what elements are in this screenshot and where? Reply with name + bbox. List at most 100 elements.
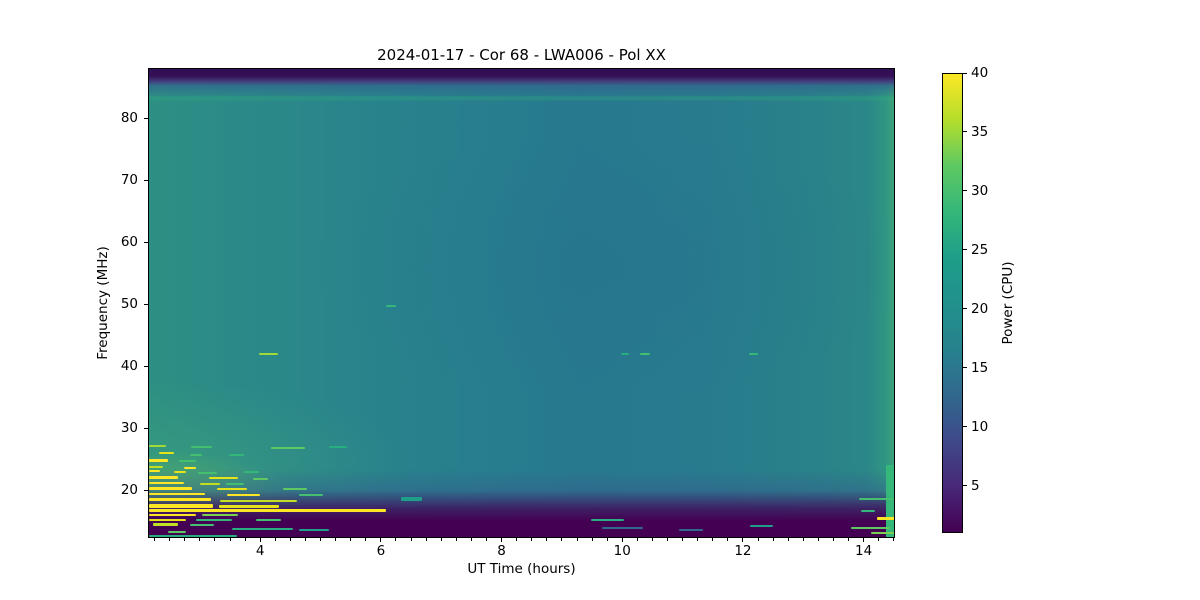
colorbar-tick-mark xyxy=(963,190,967,192)
colorbar-tick-label: 35 xyxy=(971,123,989,140)
y-tick-label: 50 xyxy=(120,296,138,313)
x-minor-tick-mark xyxy=(531,538,533,541)
rfi-streak xyxy=(282,488,308,491)
rfi-streak xyxy=(386,304,397,307)
colorbar-tick-label: 25 xyxy=(971,241,989,258)
x-minor-tick-mark xyxy=(682,538,684,541)
rfi-streak xyxy=(639,353,651,356)
x-tick-mark xyxy=(501,538,503,542)
x-minor-tick-mark xyxy=(199,538,201,541)
x-tick-label: 4 xyxy=(255,543,265,559)
rfi-streak xyxy=(149,534,238,537)
rfi-streak xyxy=(870,532,894,535)
rfi-streak xyxy=(256,518,281,521)
x-minor-tick-mark xyxy=(395,538,397,541)
rfi-streak xyxy=(244,471,259,474)
x-minor-tick-mark xyxy=(244,538,246,541)
x-tick-label: 10 xyxy=(613,543,631,559)
rfi-streak xyxy=(183,466,197,469)
rfi-streak xyxy=(226,483,245,486)
y-tick-mark xyxy=(144,117,148,119)
x-minor-tick-mark xyxy=(712,538,714,541)
heatmap-image xyxy=(149,69,894,537)
x-minor-tick-mark xyxy=(214,538,216,541)
y-tick-mark xyxy=(144,241,148,243)
rfi-streak xyxy=(328,446,347,449)
x-tick-label: 12 xyxy=(734,543,752,559)
x-minor-tick-mark xyxy=(455,538,457,541)
x-minor-tick-mark xyxy=(274,538,276,541)
y-tick-label: 70 xyxy=(120,172,138,189)
rfi-streaks-layer xyxy=(149,69,894,537)
colorbar-tick-mark xyxy=(963,131,967,133)
x-minor-tick-mark xyxy=(410,538,412,541)
x-minor-tick-mark xyxy=(289,538,291,541)
x-minor-tick-mark xyxy=(772,538,774,541)
rfi-streak xyxy=(149,444,166,447)
x-tick-mark xyxy=(742,538,744,542)
y-tick-mark xyxy=(144,427,148,429)
colorbar-gradient xyxy=(943,74,962,532)
colorbar-tick-mark xyxy=(963,249,967,251)
colorbar-tick-mark xyxy=(963,308,967,310)
x-minor-tick-mark xyxy=(470,538,472,541)
x-minor-tick-mark xyxy=(304,538,306,541)
rfi-streak xyxy=(209,477,239,480)
rfi-streak xyxy=(149,518,187,521)
x-minor-tick-mark xyxy=(365,538,367,541)
rfi-streak xyxy=(749,524,773,527)
x-minor-tick-mark xyxy=(154,538,156,541)
x-minor-tick-mark xyxy=(516,538,518,541)
x-minor-tick-mark xyxy=(757,538,759,541)
rfi-streak xyxy=(748,353,758,356)
x-minor-tick-mark xyxy=(802,538,804,541)
colorbar-tick-mark xyxy=(963,367,967,369)
x-minor-tick-mark xyxy=(893,538,895,541)
x-minor-tick-mark xyxy=(184,538,186,541)
x-minor-tick-mark xyxy=(667,538,669,541)
x-tick-mark xyxy=(259,538,261,542)
rfi-streak xyxy=(149,458,169,462)
rfi-streak xyxy=(218,505,280,509)
rfi-streak xyxy=(876,517,894,521)
colorbar xyxy=(942,73,963,533)
x-minor-tick-mark xyxy=(651,538,653,541)
rfi-streak xyxy=(191,445,212,448)
x-minor-tick-mark xyxy=(697,538,699,541)
rfi-streak xyxy=(858,497,894,500)
colorbar-tick-label: 20 xyxy=(971,300,989,317)
x-tick-mark xyxy=(621,538,623,542)
rfi-streak xyxy=(149,470,160,473)
colorbar-label: Power (CPU) xyxy=(1000,261,1016,345)
colorbar-tick-label: 15 xyxy=(971,359,989,376)
x-axis-label: UT Time (hours) xyxy=(467,561,576,577)
y-tick-label: 20 xyxy=(120,482,138,499)
rfi-streak xyxy=(252,477,269,480)
y-tick-mark xyxy=(144,179,148,181)
heatmap-plot xyxy=(148,68,895,538)
x-minor-tick-mark xyxy=(229,538,231,541)
x-minor-tick-mark xyxy=(727,538,729,541)
x-tick-label: 8 xyxy=(497,543,506,559)
x-minor-tick-mark xyxy=(561,538,563,541)
rfi-streak xyxy=(298,528,329,531)
rfi-streak xyxy=(149,498,211,502)
y-tick-label: 60 xyxy=(120,234,138,251)
rfi-streak xyxy=(258,352,279,355)
rfi-streak xyxy=(167,530,186,533)
rfi-streak xyxy=(270,446,305,449)
x-minor-tick-mark xyxy=(546,538,548,541)
rfi-streak xyxy=(190,453,203,456)
rfi-streak xyxy=(601,526,643,529)
x-minor-tick-mark xyxy=(848,538,850,541)
chart-title: 2024-01-17 - Cor 68 - LWA006 - Pol XX xyxy=(377,46,666,64)
rfi-streak xyxy=(149,504,213,509)
x-minor-tick-mark xyxy=(591,538,593,541)
x-minor-tick-mark xyxy=(350,538,352,541)
x-tick-mark xyxy=(863,538,865,542)
x-minor-tick-mark xyxy=(787,538,789,541)
rfi-streak xyxy=(149,476,178,480)
rfi-streak xyxy=(152,523,178,527)
rfi-streak xyxy=(590,519,625,522)
